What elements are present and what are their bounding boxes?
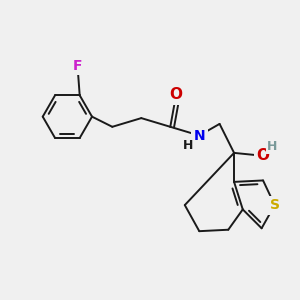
Text: O: O — [169, 87, 183, 102]
Text: H: H — [183, 139, 194, 152]
Text: O: O — [256, 148, 270, 163]
Text: N: N — [194, 128, 205, 142]
Text: H: H — [267, 140, 278, 153]
Text: S: S — [270, 198, 280, 212]
Text: F: F — [73, 59, 82, 73]
